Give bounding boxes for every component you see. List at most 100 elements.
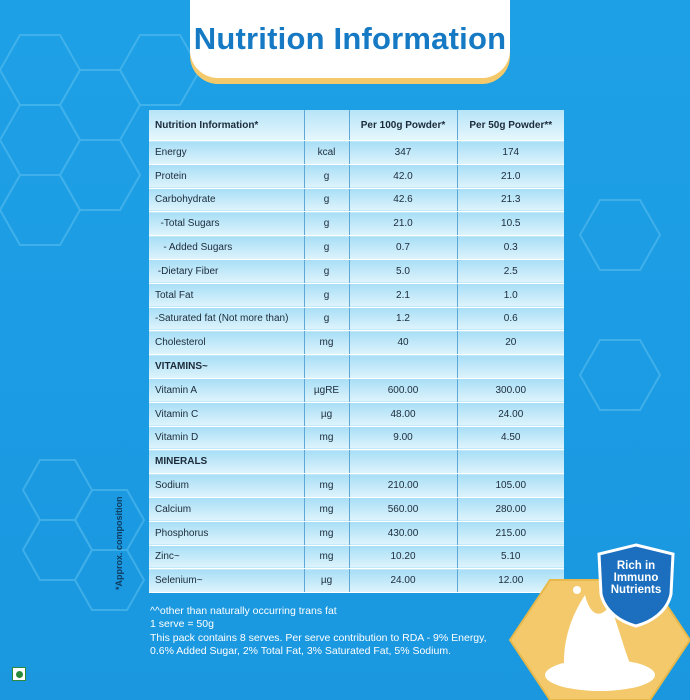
value-per-50g: 10.5	[457, 211, 564, 237]
nutrient-unit: mg	[304, 330, 350, 356]
value-per-100g: 210.00	[349, 473, 458, 498]
value-per-100g: 48.00	[349, 402, 458, 427]
nutrient-unit: g	[304, 259, 350, 284]
nutrient-unit: g	[304, 283, 350, 308]
table-section-row: MINERALS	[149, 449, 564, 475]
table-row: Carbohydrate g 42.6 21.3	[149, 188, 564, 213]
value-per-50g: 4.50	[457, 426, 564, 451]
nutrient-unit: g	[304, 235, 350, 260]
value-per-100g: 21.0	[349, 211, 458, 237]
value-per-50g: 300.00	[457, 378, 564, 403]
table-row: -Saturated fat (Not more than) g 1.2 0.6	[149, 307, 564, 332]
value-per-100g: 42.6	[349, 188, 458, 213]
table-row: Selenium~ µg 24.00 12.00	[149, 568, 564, 594]
value-per-100g: 0.7	[349, 235, 458, 260]
table-section-row: VITAMINS~	[149, 354, 564, 379]
nutrient-unit: kcal	[304, 140, 350, 165]
header-per-50g: Per 50g Powder**	[457, 110, 564, 141]
nutrient-name: Calcium	[149, 497, 305, 522]
value-per-100g: 40	[349, 330, 458, 356]
table-row: Sodium mg 210.00 105.00	[149, 473, 564, 498]
nutrient-unit	[304, 354, 350, 379]
table-row: Calcium mg 560.00 280.00	[149, 497, 564, 522]
nutrient-name: Carbohydrate	[149, 188, 305, 213]
value-per-50g: 280.00	[457, 497, 564, 522]
value-per-50g: 2.5	[457, 259, 564, 284]
nutrient-name: Vitamin C	[149, 402, 305, 427]
badge-line-1: Rich in	[616, 560, 656, 572]
value-per-100g	[349, 449, 458, 475]
nutrient-unit: g	[304, 164, 350, 189]
value-per-100g: 42.0	[349, 164, 458, 189]
value-per-50g: 21.3	[457, 188, 564, 213]
nutrient-name: VITAMINS~	[149, 354, 305, 379]
value-per-50g: 0.3	[457, 235, 564, 260]
value-per-50g: 215.00	[457, 521, 564, 546]
value-per-50g	[457, 449, 564, 475]
value-per-100g: 2.1	[349, 283, 458, 308]
footnote-serve-size: 1 serve = 50g	[150, 618, 214, 631]
nutrient-unit: mg	[304, 497, 350, 522]
nutrient-name: MINERALS	[149, 449, 305, 475]
table-row: -Dietary Fiber g 5.0 2.5	[149, 259, 564, 284]
nutrient-name: - Added Sugars	[149, 235, 305, 260]
value-per-100g: 24.00	[349, 568, 458, 594]
immuno-badge-text: Rich in Immuno Nutrients	[598, 560, 674, 596]
value-per-100g	[349, 354, 458, 379]
table-row: Total Fat g 2.1 1.0	[149, 283, 564, 308]
milk-splash-icon	[508, 579, 690, 700]
nutrient-unit: g	[304, 307, 350, 332]
footnotes: ^^other than naturally occurring trans f…	[150, 605, 550, 658]
title-banner: Nutrition Information	[190, 0, 510, 78]
header-nutrient: Nutrition Information*	[149, 110, 305, 141]
nutrient-name: Protein	[149, 164, 305, 189]
value-per-100g: 430.00	[349, 521, 458, 546]
table-row: Energy kcal 347 174	[149, 140, 564, 165]
table-row: Zinc~ mg 10.20 5.10	[149, 545, 564, 570]
value-per-100g: 10.20	[349, 545, 458, 570]
value-per-100g: 560.00	[349, 497, 458, 522]
nutrient-unit: mg	[304, 545, 350, 570]
nutrient-unit: g	[304, 188, 350, 213]
nutrient-unit: mg	[304, 521, 350, 546]
value-per-50g: 105.00	[457, 473, 564, 498]
nutrient-name: Zinc~	[149, 545, 305, 570]
value-per-100g: 347	[349, 140, 458, 165]
footnote-rda: 0.6% Added Sugar, 2% Total Fat, 3% Satur…	[150, 644, 451, 657]
nutrient-unit	[304, 449, 350, 475]
nutrient-name: -Total Sugars	[149, 211, 305, 237]
nutrient-unit: mg	[304, 473, 350, 498]
value-per-50g: 174	[457, 140, 564, 165]
nutrient-name: Total Fat	[149, 283, 305, 308]
value-per-100g: 600.00	[349, 378, 458, 403]
header-per-100g: Per 100g Powder*	[349, 110, 458, 141]
table-header-row: Nutrition Information* Per 100g Powder* …	[149, 110, 564, 141]
nutrient-unit: mg	[304, 426, 350, 451]
table-row: - Added Sugars g 0.7 0.3	[149, 235, 564, 260]
veg-symbol-icon	[12, 667, 26, 681]
footnote-serves: This pack contains 8 serves. Per serve c…	[150, 631, 487, 644]
value-per-50g: 1.0	[457, 283, 564, 308]
shield-badge-icon	[597, 543, 675, 628]
badge-line-2: Immuno	[613, 572, 659, 584]
nutrition-table: Nutrition Information* Per 100g Powder* …	[149, 110, 564, 594]
nutrient-name: Cholesterol	[149, 330, 305, 356]
value-per-100g: 9.00	[349, 426, 458, 451]
nutrient-name: Vitamin D	[149, 426, 305, 451]
nutrient-name: -Saturated fat (Not more than)	[149, 307, 305, 332]
value-per-50g: 5.10	[457, 545, 564, 570]
nutrient-name: -Dietary Fiber	[149, 259, 305, 284]
table-row: Phosphorus mg 430.00 215.00	[149, 521, 564, 546]
table-row: Cholesterol mg 40 20	[149, 330, 564, 356]
nutrient-unit: g	[304, 211, 350, 237]
approx-composition-label: *Approx. composition	[114, 496, 124, 590]
nutrient-name: Vitamin A	[149, 378, 305, 403]
value-per-50g: 0.6	[457, 307, 564, 332]
header-unit	[304, 110, 350, 141]
nutrient-unit: µg	[304, 402, 350, 427]
